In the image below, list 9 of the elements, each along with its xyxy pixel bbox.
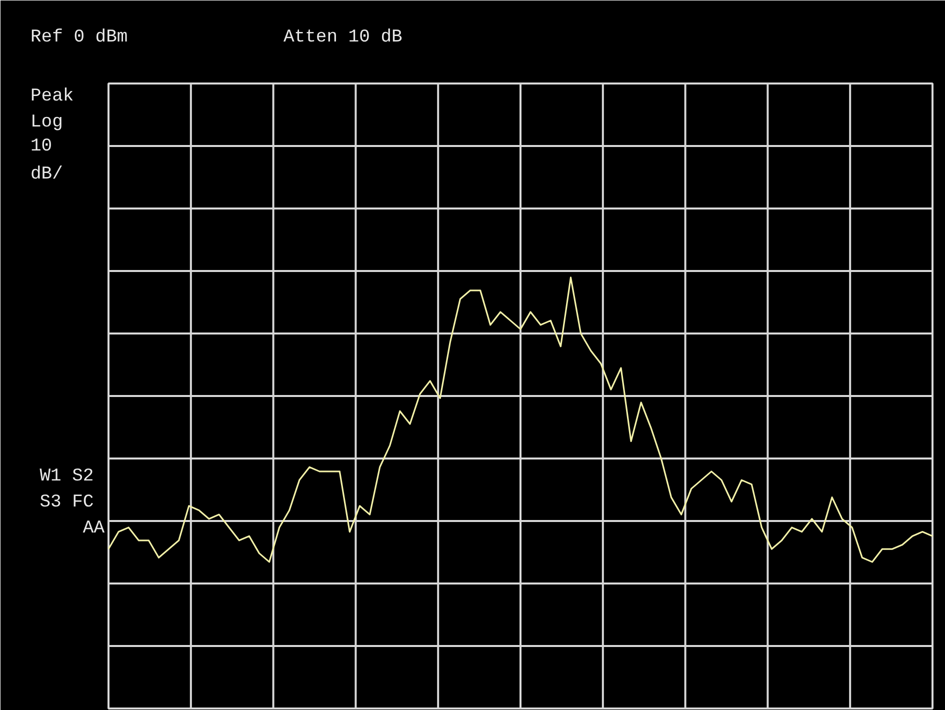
text: AA — [82, 518, 105, 538]
text: 10 — [30, 136, 52, 156]
text: W1 S2 — [40, 466, 94, 486]
text: Atten 10 dB — [284, 28, 403, 48]
text: dB/ — [30, 164, 63, 184]
text: S3 FC — [40, 492, 94, 512]
text: Ref 0 dBm — [30, 28, 128, 48]
text: Log — [30, 112, 63, 132]
text: Peak — [30, 86, 74, 106]
